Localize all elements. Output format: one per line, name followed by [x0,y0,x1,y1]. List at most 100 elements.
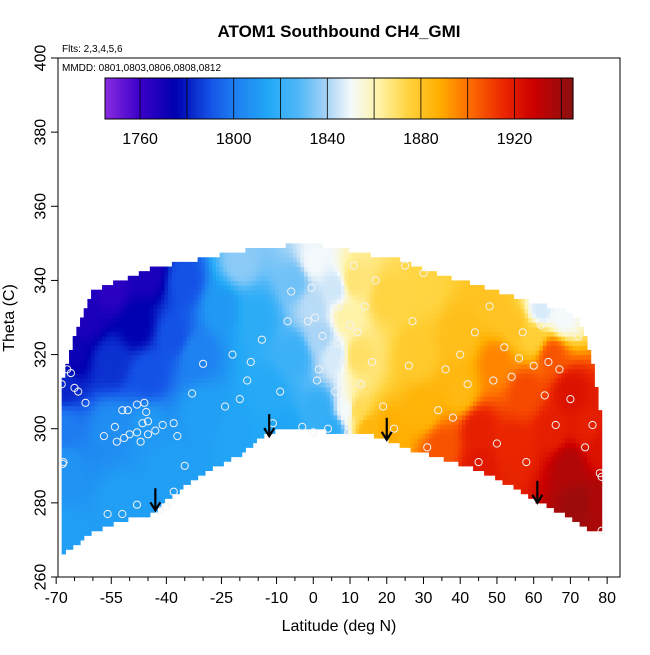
heat-cell [373,271,379,277]
heat-cell [458,461,463,467]
heat-cell [252,382,257,388]
heat-cell [171,410,177,416]
heat-cell [285,308,291,314]
heat-cell [186,465,191,472]
heat-cell [142,354,147,360]
heat-cell [223,261,228,268]
heat-cell [131,447,136,453]
heat-cell [425,437,430,444]
heat-cell [204,275,210,282]
heat-cell [480,456,485,462]
heat-cell [230,363,235,370]
heat-cell [146,419,151,425]
heat-cell [370,308,375,314]
heat-cell [138,354,144,360]
heat-cell [370,410,375,416]
heat-cell [234,275,239,282]
heat-cell [182,336,188,342]
heat-cell [120,312,125,319]
heat-cell [428,331,434,337]
heat-cell [373,326,379,332]
heat-cell [102,396,107,402]
heat-cell [476,437,482,444]
heat-cell [245,410,250,416]
heat-cell [362,391,368,397]
heat-cell [263,298,268,305]
heat-cell [69,354,74,360]
heat-cell [465,461,470,467]
heat-cell [344,289,349,295]
heat-cell [120,498,125,504]
heat-cell [105,488,111,495]
heat-cell [315,285,320,291]
heat-cell [373,424,379,430]
heat-cell [149,442,155,448]
heat-cell [296,419,302,425]
heat-cell [175,326,180,332]
heat-cell [432,317,437,323]
heat-cell [201,271,206,277]
heat-cell [87,363,92,370]
heat-cell [83,312,88,319]
heat-cell [476,414,482,421]
heat-cell [127,414,133,421]
heat-cell [395,437,401,444]
heat-cell [105,303,111,309]
heat-cell [241,312,246,319]
heat-cell [102,410,107,416]
heat-cell [149,465,155,472]
heat-cell [230,271,235,277]
heat-cell [351,410,357,416]
heat-cell [462,437,467,444]
heat-cell [157,488,162,495]
heat-cell [362,373,368,379]
heat-cell [381,294,386,300]
heat-cell [285,391,291,397]
heat-cell [76,340,81,346]
heat-cell [190,303,195,309]
heat-cell [127,428,133,434]
heat-cell [204,312,210,319]
heat-cell [296,294,302,300]
heat-cell [237,447,243,453]
heat-cell [226,391,232,397]
heat-cell [226,433,232,439]
heat-cell [127,373,133,379]
heat-cell [381,331,386,337]
heat-cell [83,345,88,351]
heat-cell [263,368,268,374]
heat-cell [149,507,155,513]
heat-cell [245,326,250,332]
heat-cell [373,410,379,416]
heat-cell [421,289,426,295]
heat-cell [370,400,375,407]
heat-cell [315,368,320,374]
heat-cell [465,456,470,462]
heat-cell [260,303,265,309]
heat-cell [296,303,302,309]
heat-cell [120,354,125,360]
heat-cell [436,354,441,360]
heat-cell [417,336,423,342]
heat-cell [204,354,210,360]
heat-cell [311,336,316,342]
heat-cell [373,331,379,337]
heat-cell [440,451,445,458]
heat-cell [337,410,342,416]
heat-cell [329,252,335,258]
heat-cell [116,484,122,490]
heat-cell [458,377,463,383]
heat-cell [65,424,70,430]
heat-cell [157,391,162,397]
heat-cell [179,271,184,277]
heat-cell [124,488,129,495]
heat-cell [249,326,254,332]
heat-cell [149,414,155,421]
heat-cell [201,442,206,448]
heat-cell [399,391,404,397]
heat-cell [462,377,467,383]
heat-cell [142,285,147,291]
heat-cell [373,363,379,370]
heat-cell [428,447,434,453]
heat-cell [76,475,81,481]
